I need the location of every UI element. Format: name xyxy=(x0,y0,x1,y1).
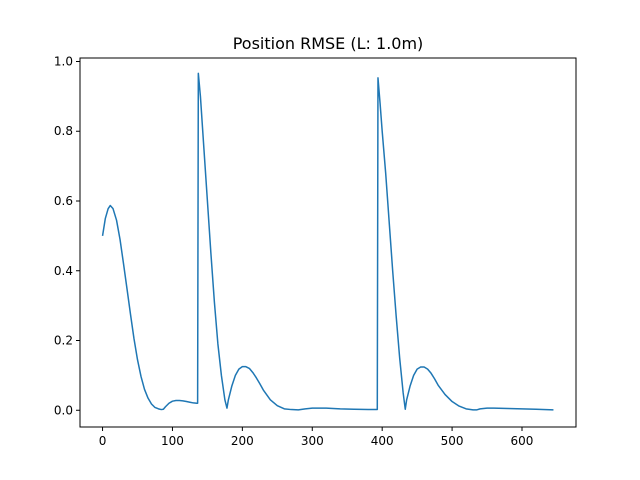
y-axis-ticks: 0.0 0.2 0.4 0.6 0.8 1.0 xyxy=(54,54,80,417)
y-tick-label: 0.4 xyxy=(54,264,73,278)
y-tick-label: 0.0 xyxy=(54,403,73,417)
x-tick-label: 100 xyxy=(161,434,184,448)
x-axis-ticks: 0 100 200 300 400 500 600 xyxy=(99,427,534,448)
series-line-0 xyxy=(101,72,554,411)
chart-title: Position RMSE (L: 1.0m) xyxy=(233,34,424,53)
x-tick-label: 600 xyxy=(511,434,534,448)
y-tick-label: 1.0 xyxy=(54,54,73,68)
x-tick-label: 200 xyxy=(231,434,254,448)
y-tick-label: 0.2 xyxy=(54,334,73,348)
x-tick-label: 300 xyxy=(301,434,324,448)
y-tick-label: 0.6 xyxy=(54,194,73,208)
y-tick-label: 0.8 xyxy=(54,124,73,138)
x-tick-label: 0 xyxy=(99,434,107,448)
plot-layer xyxy=(101,72,554,411)
x-tick-label: 400 xyxy=(371,434,394,448)
plot-area xyxy=(80,58,576,427)
axes-frame xyxy=(79,57,577,428)
x-tick-label: 500 xyxy=(441,434,464,448)
